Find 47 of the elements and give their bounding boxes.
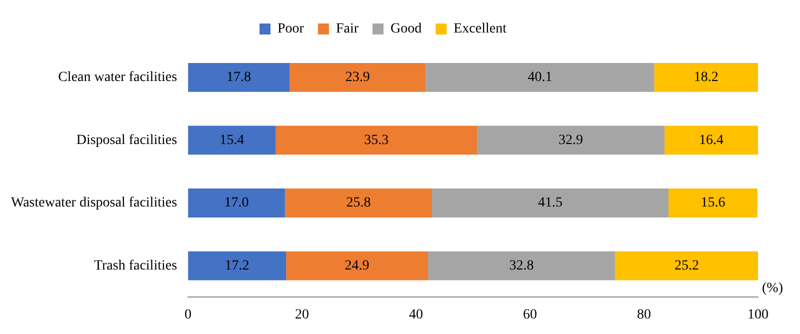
bar xyxy=(188,251,286,280)
data-label: 32.8 xyxy=(509,258,534,274)
y-tick-label: Clean water facilities xyxy=(58,70,178,86)
bar xyxy=(426,62,654,92)
bar xyxy=(664,126,758,155)
data-label: 25.8 xyxy=(346,196,371,211)
data-label: 16.4 xyxy=(699,132,724,148)
bar xyxy=(284,188,432,218)
y-tick-label: Wastewater disposal facilities xyxy=(10,196,178,211)
bar xyxy=(188,62,290,92)
data-label: 15.6 xyxy=(700,196,726,211)
bar xyxy=(614,251,758,280)
legend-label: Poor xyxy=(278,22,304,37)
data-label: 32.9 xyxy=(558,132,584,148)
data-label: 25.2 xyxy=(674,258,700,274)
bar xyxy=(188,126,276,155)
data-label: 17.8 xyxy=(226,70,252,86)
bar xyxy=(286,251,428,280)
x-tick-label: 40 xyxy=(409,307,424,322)
bar xyxy=(428,251,615,280)
data-label: 35.3 xyxy=(364,132,389,148)
x-tick-label: 20 xyxy=(295,307,310,322)
x-tick-label: 80 xyxy=(637,307,652,322)
data-label: 18.2 xyxy=(694,70,718,86)
x-tick-label: 100 xyxy=(748,307,768,322)
x-tick-label: 60 xyxy=(523,307,538,322)
bar xyxy=(289,62,426,92)
data-label: 40.1 xyxy=(528,70,552,86)
y-tick-label: Trash facilities xyxy=(94,258,178,274)
legend-label: Fair xyxy=(336,22,359,37)
data-label: 23.9 xyxy=(345,70,370,86)
y-tick-label: Disposal facilities xyxy=(76,132,178,148)
data-label: 17.0 xyxy=(224,196,249,211)
data-label: 17.2 xyxy=(224,258,250,274)
legend-label: Excellent xyxy=(454,22,507,37)
bar xyxy=(276,126,478,155)
bar xyxy=(654,62,758,92)
bar xyxy=(188,188,285,218)
data-label: 41.5 xyxy=(538,196,562,211)
x-axis-title: (%) xyxy=(762,280,784,296)
data-label: 24.9 xyxy=(344,258,370,274)
bar xyxy=(668,188,758,218)
bar xyxy=(477,126,665,155)
bar xyxy=(432,188,669,218)
legend-label: Good xyxy=(390,22,422,37)
x-tick-label: 0 xyxy=(184,307,192,322)
data-label: 15.4 xyxy=(220,132,244,148)
